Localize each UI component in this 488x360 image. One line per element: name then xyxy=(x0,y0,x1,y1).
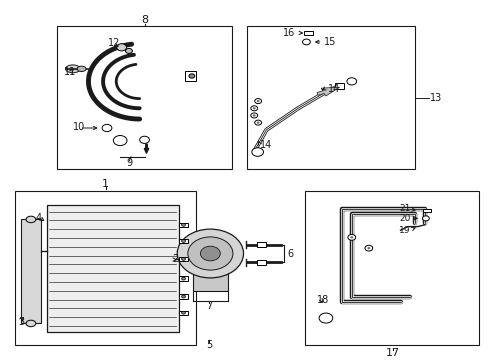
Bar xyxy=(179,257,187,261)
Circle shape xyxy=(302,39,310,45)
Text: 9: 9 xyxy=(126,158,132,168)
Ellipse shape xyxy=(77,66,86,72)
Bar xyxy=(179,294,187,299)
Circle shape xyxy=(252,107,255,109)
Circle shape xyxy=(187,237,232,270)
Circle shape xyxy=(181,239,185,242)
Bar xyxy=(257,242,265,247)
Circle shape xyxy=(117,44,126,51)
Circle shape xyxy=(346,78,356,85)
Text: 3: 3 xyxy=(18,317,24,327)
Circle shape xyxy=(125,48,132,53)
FancyArrow shape xyxy=(316,87,339,96)
Ellipse shape xyxy=(26,216,36,223)
Circle shape xyxy=(250,106,257,111)
Text: 6: 6 xyxy=(286,248,292,258)
Text: 2: 2 xyxy=(172,254,178,264)
Circle shape xyxy=(349,236,352,238)
Circle shape xyxy=(252,114,255,117)
Circle shape xyxy=(200,246,220,261)
FancyArrow shape xyxy=(144,144,148,153)
Circle shape xyxy=(422,216,428,221)
Circle shape xyxy=(181,224,185,226)
Bar xyxy=(304,31,313,35)
Circle shape xyxy=(364,245,372,251)
Circle shape xyxy=(319,313,332,323)
Text: 11: 11 xyxy=(64,67,76,77)
Circle shape xyxy=(347,234,355,240)
Ellipse shape xyxy=(26,320,36,327)
Circle shape xyxy=(113,135,127,145)
Circle shape xyxy=(181,311,185,314)
Circle shape xyxy=(254,99,261,104)
Bar xyxy=(21,220,41,323)
Text: 18: 18 xyxy=(316,295,328,305)
Bar xyxy=(305,191,478,345)
Bar xyxy=(334,83,344,89)
Circle shape xyxy=(177,229,243,278)
Text: 14: 14 xyxy=(260,140,272,150)
Text: 16: 16 xyxy=(282,28,294,38)
Text: 15: 15 xyxy=(323,37,335,47)
Bar xyxy=(246,26,414,169)
Text: 7: 7 xyxy=(206,301,212,311)
Circle shape xyxy=(366,247,369,249)
Text: 21: 21 xyxy=(398,204,409,213)
Text: 20: 20 xyxy=(398,214,409,223)
Text: 14: 14 xyxy=(328,84,340,94)
Text: 4: 4 xyxy=(36,213,42,222)
Circle shape xyxy=(102,125,112,132)
Circle shape xyxy=(251,148,263,156)
Text: 8: 8 xyxy=(141,15,148,25)
Bar xyxy=(57,26,232,169)
Text: 5: 5 xyxy=(206,340,212,350)
Bar xyxy=(15,191,195,345)
Bar xyxy=(423,209,430,212)
Circle shape xyxy=(254,120,261,125)
Circle shape xyxy=(181,295,185,298)
Text: 17: 17 xyxy=(386,348,400,358)
Bar xyxy=(179,239,187,243)
Bar xyxy=(179,276,187,281)
Circle shape xyxy=(140,136,149,143)
Text: 10: 10 xyxy=(73,122,85,132)
Circle shape xyxy=(181,277,185,280)
Bar xyxy=(179,311,187,315)
Circle shape xyxy=(250,113,257,118)
Ellipse shape xyxy=(65,65,80,73)
Text: 12: 12 xyxy=(108,38,120,48)
Bar xyxy=(185,71,196,81)
Circle shape xyxy=(181,257,185,260)
Bar xyxy=(193,265,228,291)
Text: 13: 13 xyxy=(429,93,441,103)
Bar xyxy=(47,205,178,332)
Text: 1: 1 xyxy=(102,179,109,189)
Circle shape xyxy=(256,122,259,124)
Text: 19: 19 xyxy=(398,226,409,235)
Bar xyxy=(179,223,187,227)
Circle shape xyxy=(188,74,194,78)
Bar xyxy=(257,260,265,265)
Circle shape xyxy=(256,100,259,102)
